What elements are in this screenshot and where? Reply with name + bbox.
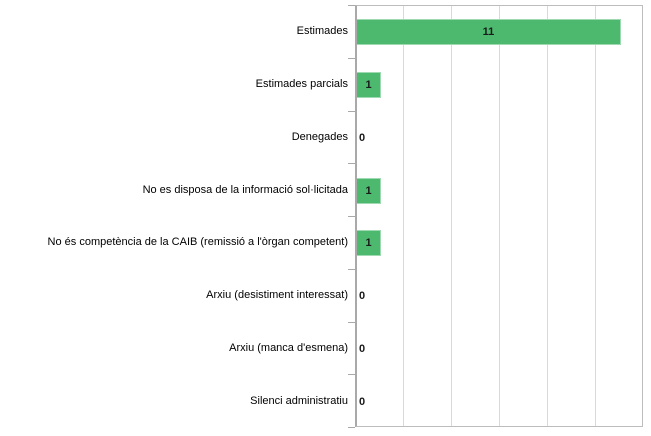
bar: 1	[357, 72, 381, 98]
plot-area: 11 1 0 1 1 0 0 0	[355, 5, 643, 427]
axis-tick	[348, 427, 355, 428]
axis-tick	[348, 5, 355, 6]
bar: 1	[357, 230, 381, 256]
axis-tick	[348, 216, 355, 217]
value-label: 1	[365, 78, 372, 91]
value-label: 0	[359, 290, 366, 302]
category-label: Denegades	[291, 131, 348, 143]
category-label: Arxiu (manca d'esmena)	[229, 342, 348, 354]
gridline	[451, 6, 452, 426]
gridline	[547, 6, 548, 426]
category-label: Arxiu (desistiment interessat)	[206, 289, 348, 301]
category-label: Estimades parcials	[255, 78, 348, 90]
category-label: No és competència de la CAIB (remissió a…	[47, 236, 348, 248]
bar: 1	[357, 178, 381, 204]
gridline	[403, 6, 404, 426]
axis-tick	[348, 58, 355, 59]
value-label: 0	[359, 343, 366, 355]
category-label: No es disposa de la informació sol·licit…	[142, 184, 348, 196]
axis-tick	[348, 322, 355, 323]
category-label: Silenci administratiu	[250, 395, 348, 407]
value-label: 1	[365, 184, 372, 197]
value-label: 0	[359, 396, 366, 408]
axis-tick	[348, 163, 355, 164]
bar: 11	[357, 19, 621, 45]
gridline	[499, 6, 500, 426]
value-label: 0	[359, 132, 366, 144]
gridline	[595, 6, 596, 426]
axis-tick	[348, 111, 355, 112]
axis-tick	[348, 374, 355, 375]
axis-tick	[348, 269, 355, 270]
value-label: 1	[365, 236, 372, 249]
category-label: Estimades	[296, 25, 348, 37]
value-label: 11	[482, 25, 495, 38]
